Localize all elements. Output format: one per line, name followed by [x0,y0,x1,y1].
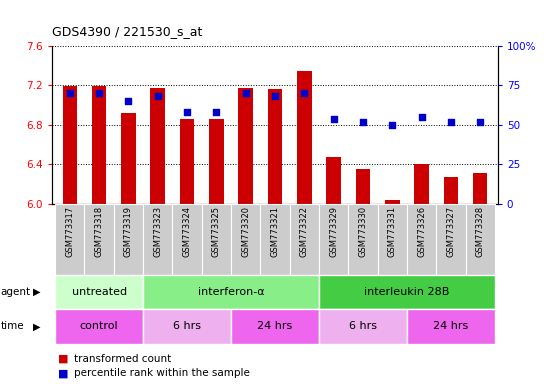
Text: GSM773328: GSM773328 [476,206,485,257]
Bar [378,204,407,275]
Bar [63,86,77,204]
Text: GSM773329: GSM773329 [329,206,338,257]
Bar [443,177,458,204]
Bar [348,204,378,275]
Text: GSM773326: GSM773326 [417,206,426,257]
Bar [407,309,495,344]
Text: ▶: ▶ [33,321,41,331]
Bar [143,309,231,344]
Text: GSM773323: GSM773323 [153,206,162,257]
Point [447,119,455,125]
Bar [297,71,312,204]
Text: interferon-α: interferon-α [197,287,265,297]
Text: GSM773319: GSM773319 [124,206,133,257]
Bar [319,204,348,275]
Point [241,90,250,96]
Text: ■: ■ [58,368,68,378]
Text: ■: ■ [58,354,68,364]
Bar [143,275,319,309]
Bar [326,157,341,204]
Bar [356,169,370,204]
Bar [114,204,143,275]
Bar [290,204,319,275]
Text: 24 hrs: 24 hrs [433,321,469,331]
Bar [143,204,172,275]
Bar [385,200,399,204]
Point [271,93,279,99]
Bar [202,204,231,275]
Point [476,119,485,125]
Text: GSM773327: GSM773327 [447,206,455,257]
Text: GSM773324: GSM773324 [183,206,191,257]
Point [153,93,162,99]
Text: untreated: untreated [72,287,126,297]
Bar [473,173,487,204]
Point [124,98,133,104]
Bar [436,204,465,275]
Bar [231,309,319,344]
Text: GSM773322: GSM773322 [300,206,309,257]
Text: 24 hrs: 24 hrs [257,321,293,331]
Text: percentile rank within the sample: percentile rank within the sample [74,368,250,378]
Text: GSM773330: GSM773330 [359,206,367,257]
Text: interleukin 28B: interleukin 28B [364,287,449,297]
Point [359,119,367,125]
Point [212,109,221,115]
Text: GSM773317: GSM773317 [65,206,74,257]
Bar [85,204,114,275]
Bar [465,204,495,275]
Text: GSM773321: GSM773321 [271,206,279,257]
Bar [319,275,495,309]
Text: ▶: ▶ [33,287,41,297]
Text: GDS4390 / 221530_s_at: GDS4390 / 221530_s_at [52,25,202,38]
Bar [55,309,143,344]
Bar [414,164,429,204]
Point [417,114,426,120]
Text: GSM773318: GSM773318 [95,206,103,257]
Text: 6 hrs: 6 hrs [349,321,377,331]
Text: control: control [80,321,118,331]
Bar [407,204,436,275]
Bar [319,309,407,344]
Bar [209,119,224,204]
Point [183,109,191,115]
Bar [238,88,253,204]
Bar [55,275,143,309]
Bar [180,119,194,204]
Bar [231,204,260,275]
Bar [121,113,136,204]
Point [300,90,309,96]
Text: agent: agent [1,287,31,297]
Text: time: time [1,321,24,331]
Point [65,90,74,96]
Text: GSM773320: GSM773320 [241,206,250,257]
Bar [92,86,107,204]
Bar [260,204,290,275]
Text: 6 hrs: 6 hrs [173,321,201,331]
Point [95,90,103,96]
Text: GSM773331: GSM773331 [388,206,397,257]
Bar [172,204,202,275]
Text: GSM773325: GSM773325 [212,206,221,257]
Bar [55,204,85,275]
Bar [151,88,165,204]
Bar [268,89,282,204]
Text: transformed count: transformed count [74,354,172,364]
Point [388,122,397,128]
Point [329,116,338,122]
